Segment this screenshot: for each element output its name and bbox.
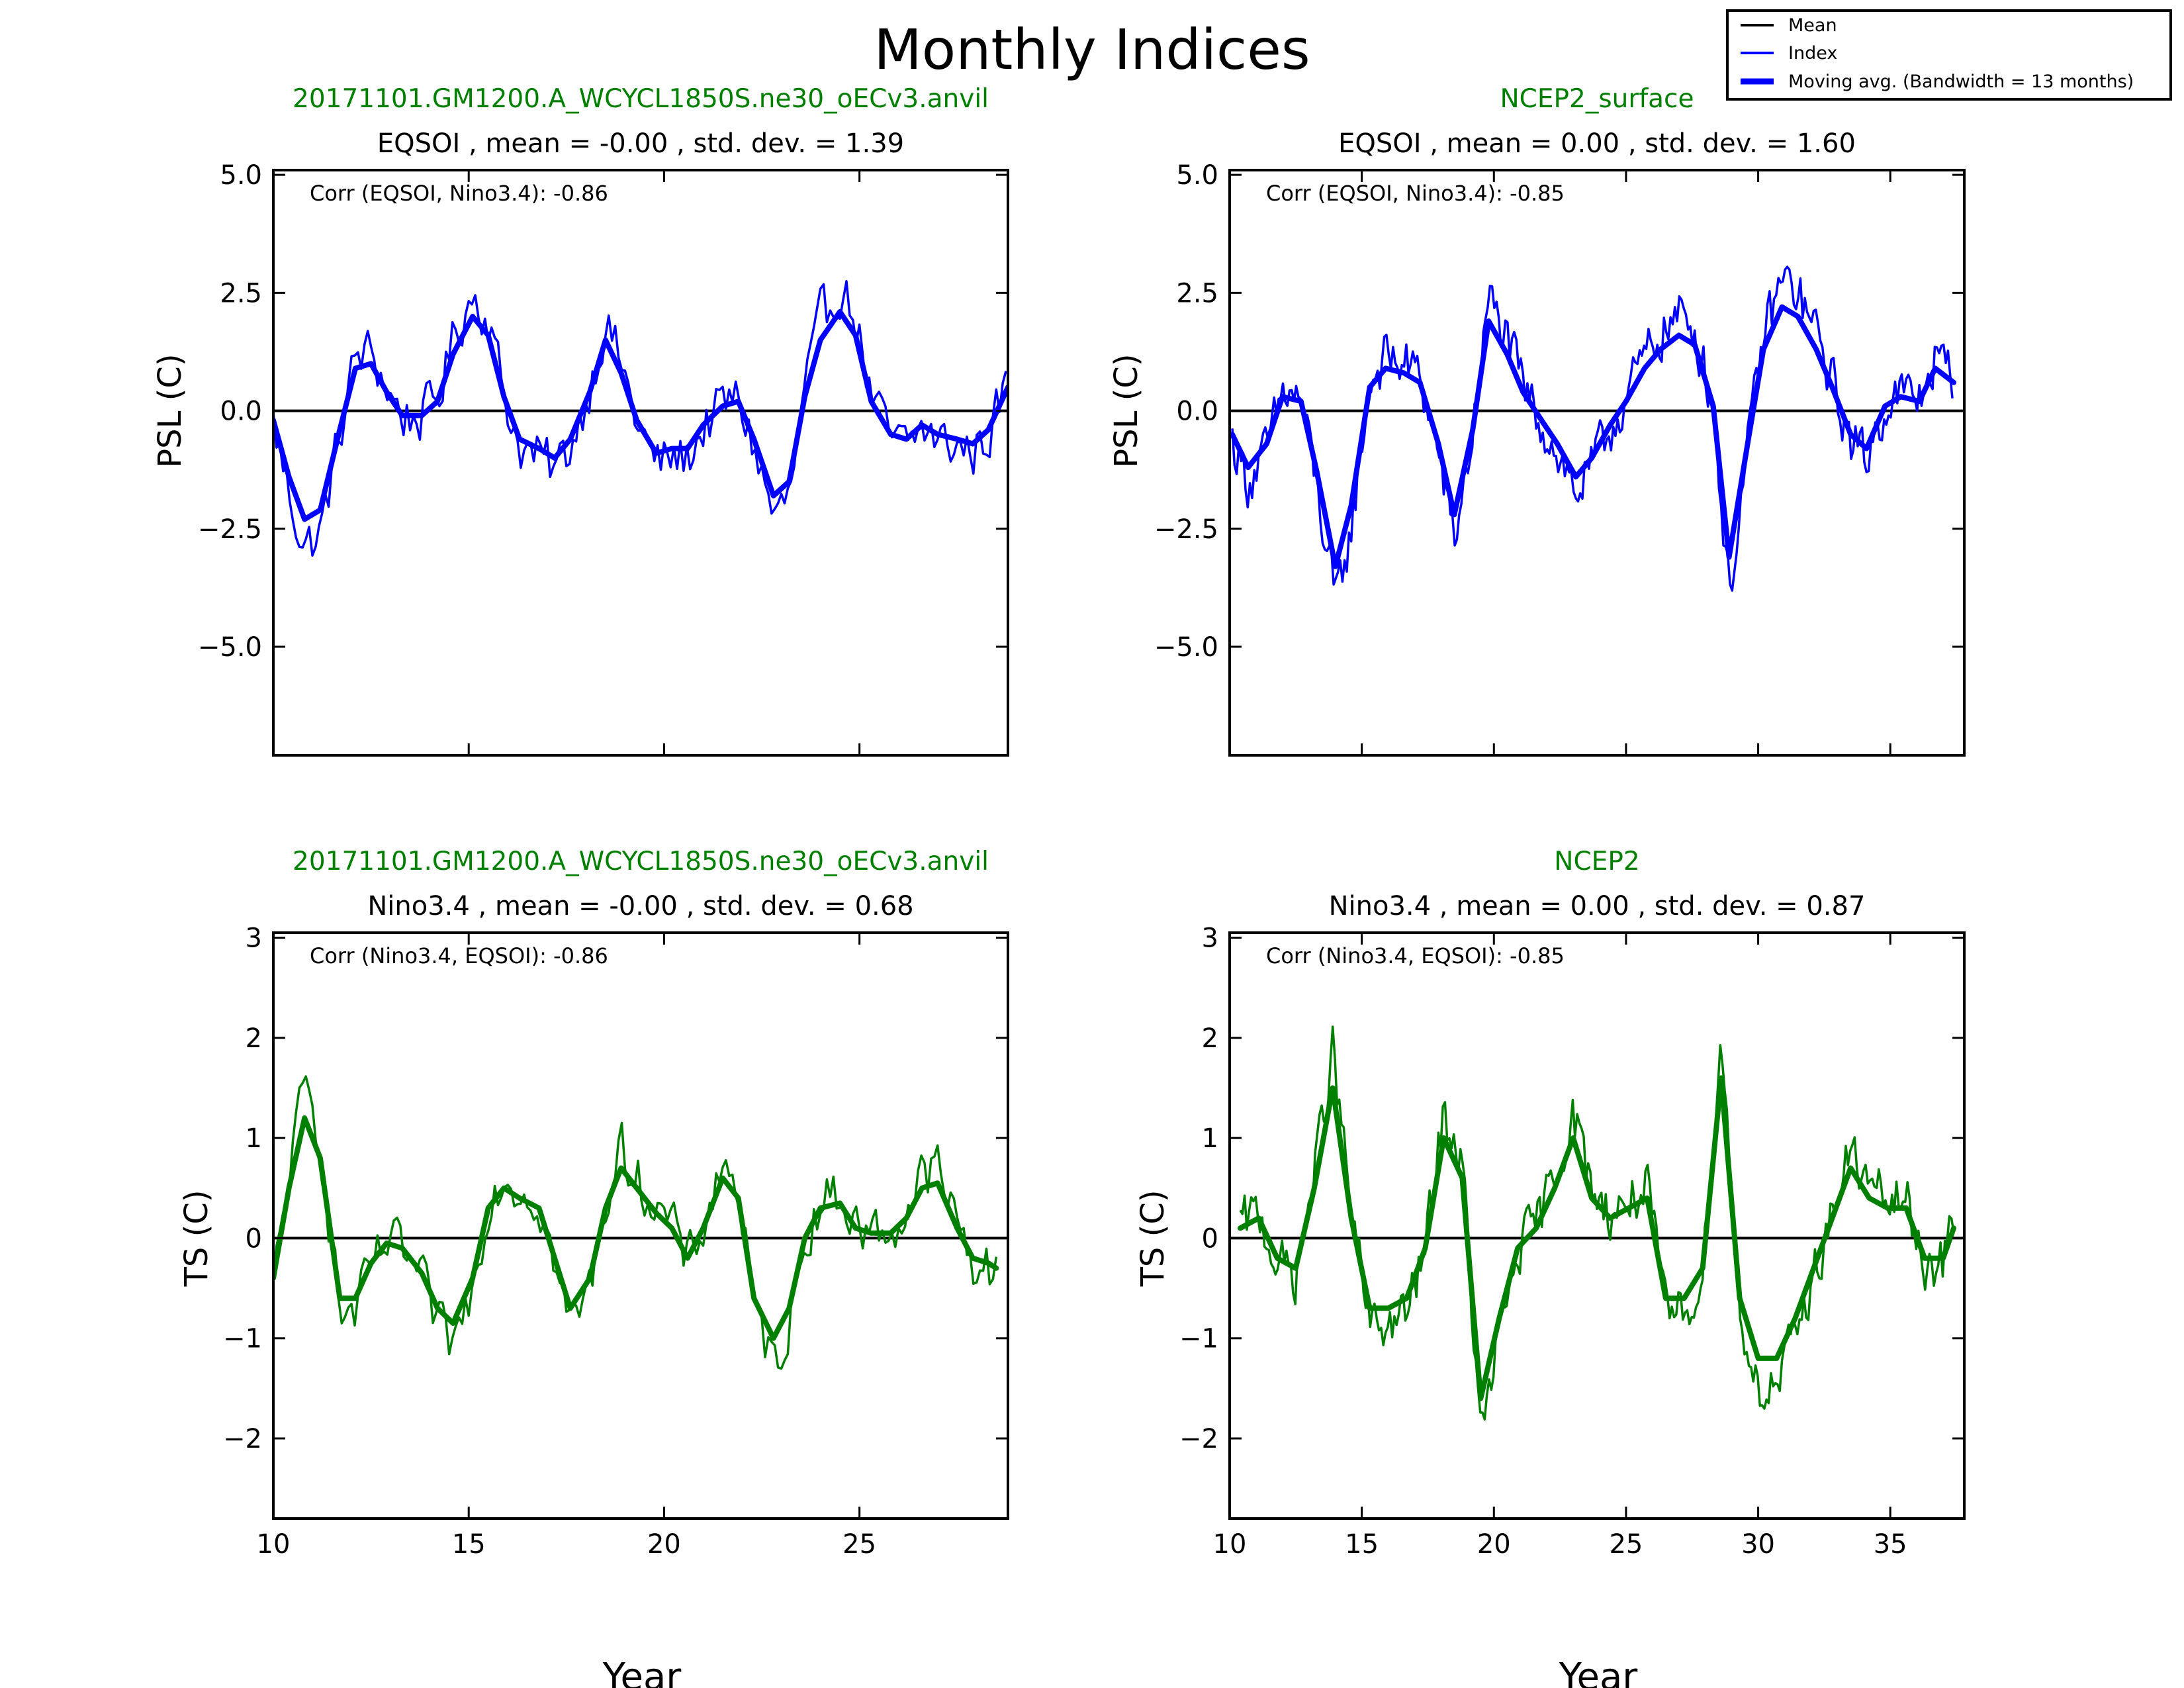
panel-source-title: NCEP2 — [1554, 847, 1639, 876]
axes-frame — [272, 931, 1009, 1520]
ytick-label: 3 — [246, 923, 262, 954]
axes-frame — [1228, 169, 1966, 757]
panel-1: 20171101.GM1200.A_WCYCL1850S.ne30_oECv3.… — [152, 84, 1009, 757]
xtick-label: 25 — [1609, 1529, 1643, 1560]
moving-avg-line — [273, 1115, 999, 1341]
ytick-label: 2.5 — [220, 278, 262, 308]
panel-subtitle: EQSOI , mean = 0.00 , std. dev. = 1.60 — [1338, 128, 1856, 159]
panel-3: 20171101.GM1200.A_WCYCL1850S.ne30_oECv3.… — [178, 847, 1009, 1560]
ytick-label: −2 — [1179, 1424, 1218, 1454]
ytick-label: 0.0 — [220, 397, 262, 427]
ytick-label: 3 — [1202, 923, 1218, 954]
xlabel-left: Year — [602, 1656, 682, 1688]
ytick-label: 2 — [246, 1023, 262, 1054]
index-line — [273, 280, 1007, 557]
panel-2: NCEP2_surface EQSOI , mean = 0.00 , std. … — [1108, 84, 1966, 757]
ylabel: TS (C) — [1134, 1190, 1171, 1287]
ylabel: PSL (C) — [152, 353, 189, 467]
ytick-label: −2 — [223, 1424, 262, 1454]
xtick-label: 30 — [1741, 1529, 1775, 1560]
moving-avg-line — [273, 308, 1008, 522]
plot-area — [273, 280, 1008, 557]
panel-subtitle: EQSOI , mean = -0.00 , std. dev. = 1.39 — [377, 128, 904, 159]
ytick-label: 0 — [1202, 1223, 1218, 1254]
panels: 20171101.GM1200.A_WCYCL1850S.ne30_oECv3.… — [152, 84, 1966, 1560]
axes-frame — [272, 169, 1009, 757]
xtick-label: 20 — [1477, 1529, 1511, 1560]
ytick-label: 2.5 — [1176, 278, 1218, 308]
ytick-label: 5.0 — [220, 160, 262, 191]
legend-mean-label: Mean — [1788, 15, 1837, 36]
panel-source-title: 20171101.GM1200.A_WCYCL1850S.ne30_oECv3.… — [293, 84, 989, 114]
index-line — [273, 1075, 998, 1370]
ytick-label: 1 — [246, 1123, 262, 1154]
moving-avg-line — [1238, 1075, 1956, 1401]
xtick-label: 10 — [257, 1529, 291, 1560]
xtick-label: 25 — [842, 1529, 876, 1560]
panel-subtitle: Nino3.4 , mean = -0.00 , std. dev. = 0.6… — [367, 891, 913, 921]
ytick-label: −1 — [223, 1324, 262, 1354]
ytick-label: 5.0 — [1176, 160, 1218, 191]
ytick-label: 1 — [1202, 1123, 1218, 1154]
ytick-label: 0 — [246, 1223, 262, 1254]
ytick-label: −2.5 — [1154, 514, 1218, 545]
ytick-label: −1 — [1179, 1324, 1218, 1354]
legend-index-label: Index — [1788, 43, 1837, 64]
corr-annotation: Corr (EQSOI, Nino3.4): -0.85 — [1266, 181, 1565, 206]
ytick-label: −2.5 — [198, 514, 262, 545]
ylabel: TS (C) — [178, 1190, 215, 1287]
ytick-label: −5.0 — [1154, 632, 1218, 663]
xtick-label: 15 — [452, 1529, 486, 1560]
panel-source-title: NCEP2_surface — [1500, 84, 1694, 114]
corr-annotation: Corr (Nino3.4, EQSOI): -0.85 — [1266, 943, 1565, 968]
ytick-label: 0.0 — [1176, 397, 1218, 427]
xlabel-right: Year — [1559, 1656, 1639, 1688]
xtick-label: 20 — [647, 1529, 681, 1560]
axes-frame — [1228, 931, 1966, 1520]
ytick-label: −5.0 — [198, 632, 262, 663]
figure-title: Monthly Indices — [874, 17, 1310, 82]
panel-source-title: 20171101.GM1200.A_WCYCL1850S.ne30_oECv3.… — [293, 847, 989, 876]
plot-area — [1230, 1025, 1964, 1421]
xtick-label: 35 — [1874, 1529, 1907, 1560]
xtick-label: 15 — [1345, 1529, 1379, 1560]
legend: Mean Index Moving avg. (Bandwidth = 13 m… — [1726, 9, 2172, 101]
ylabel: PSL (C) — [1108, 353, 1145, 467]
panel-subtitle: Nino3.4 , mean = 0.00 , std. dev. = 0.87 — [1329, 891, 1866, 921]
ytick-label: 2 — [1202, 1023, 1218, 1054]
legend-box — [1726, 9, 2172, 101]
corr-annotation: Corr (Nino3.4, EQSOI): -0.86 — [310, 943, 608, 968]
panel-4: NCEP2 Nino3.4 , mean = 0.00 , std. dev. =… — [1134, 847, 1966, 1560]
index-line — [1239, 1025, 1955, 1421]
plot-area — [273, 1075, 1008, 1370]
xtick-label: 10 — [1213, 1529, 1247, 1560]
legend-moving-avg-label: Moving avg. (Bandwidth = 13 months) — [1788, 71, 2134, 92]
plot-area — [1230, 265, 1964, 592]
corr-annotation: Corr (EQSOI, Nino3.4): -0.86 — [310, 181, 608, 206]
moving-avg-line — [1230, 304, 1956, 569]
